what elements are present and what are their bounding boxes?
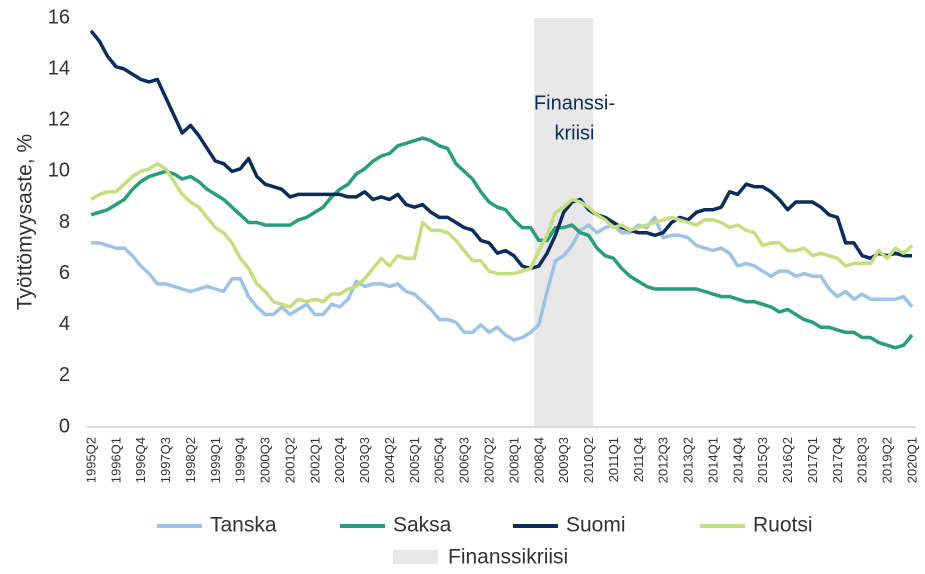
y-tick-label: 10 [48, 160, 70, 182]
x-tick-label: 2015Q3 [755, 437, 770, 483]
x-tick-label: 2004Q2 [382, 437, 397, 483]
x-tick-label: 2008Q1 [506, 437, 521, 483]
legend-label: Tanska [210, 514, 277, 537]
legend-swatch [393, 550, 438, 564]
series-line [90, 136, 914, 350]
y-tick-label: 4 [59, 313, 70, 335]
legend-label: Finanssikriisi [448, 546, 568, 569]
x-tick-label: 2000Q3 [258, 437, 273, 483]
crisis-bar [567, 18, 577, 427]
x-tick-label: 1998Q2 [183, 437, 198, 483]
x-tick-label: 2005Q4 [432, 437, 447, 483]
crisis-bar [534, 18, 544, 427]
x-tick-label: 2014Q4 [730, 437, 745, 483]
crisis-bar [542, 18, 552, 427]
series-line [89, 29, 912, 271]
x-tick-label: 1995Q2 [83, 437, 98, 483]
x-tick-label: 2012Q3 [656, 437, 671, 483]
x-tick-label: 2010Q2 [581, 437, 596, 483]
x-tick-label: 2003Q3 [357, 437, 372, 483]
x-tick-label: 2017Q4 [830, 437, 845, 483]
x-tick-label: 1999Q1 [208, 437, 223, 483]
x-tick-label: 2009Q3 [556, 437, 571, 483]
x-tick-label: 2018Q3 [855, 437, 870, 483]
crisis-bar [584, 18, 594, 427]
y-tick-label: 2 [59, 364, 70, 386]
x-tick-label: 2007Q2 [481, 437, 496, 483]
x-tick-label: 2011Q4 [631, 437, 646, 482]
x-tick-label: 2006Q3 [457, 437, 472, 483]
crisis-bar [559, 18, 569, 427]
annotation: Finanssi- [534, 92, 615, 114]
y-tick-label: 16 [48, 6, 70, 28]
x-tick-label: 2013Q2 [681, 437, 696, 483]
crisis-bar [550, 18, 560, 427]
series-line [91, 215, 914, 342]
legend-label: Suomi [566, 514, 626, 537]
y-tick-label: 6 [59, 262, 70, 284]
x-tick-label: 2011Q1 [606, 437, 621, 482]
x-tick-label: 2008Q4 [531, 437, 546, 483]
legend-label: Ruotsi [753, 514, 813, 537]
crisis-bar [575, 18, 585, 427]
x-tick-label: 1996Q1 [108, 437, 123, 483]
x-tick-label: 2002Q4 [332, 437, 347, 483]
annotation: kriisi [554, 122, 594, 144]
x-tick-label: 1996Q4 [133, 437, 148, 483]
legend-label: Saksa [393, 514, 452, 537]
x-tick-label: 2014Q1 [705, 437, 720, 483]
x-tick-label: 2020Q1 [904, 437, 919, 483]
x-tick-label: 1997Q3 [158, 437, 173, 483]
y-tick-label: 8 [59, 211, 70, 233]
series-line [90, 161, 914, 309]
y-tick-label: 12 [48, 109, 70, 131]
y-axis-label: Työttömyysaste, % [14, 134, 37, 310]
x-tick-label: 1999Q4 [233, 437, 248, 483]
y-tick-label: 14 [48, 57, 70, 79]
x-tick-label: 2016Q2 [780, 437, 795, 483]
x-tick-label: 2002Q1 [307, 437, 322, 483]
x-tick-label: 2017Q1 [805, 437, 820, 483]
x-tick-label: 2001Q2 [282, 437, 297, 483]
y-tick-label: 0 [59, 415, 70, 437]
x-tick-label: 2019Q2 [880, 437, 895, 483]
x-tick-label: 2005Q1 [407, 437, 422, 483]
